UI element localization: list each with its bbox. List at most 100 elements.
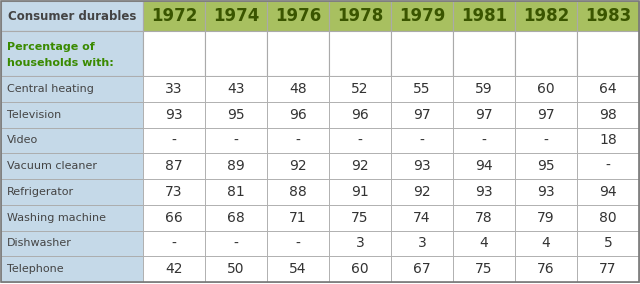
Text: 98: 98 [599, 108, 617, 122]
Bar [515, 231, 577, 256]
Bar [143, 256, 205, 282]
Text: 1983: 1983 [585, 7, 631, 25]
Bar [577, 76, 639, 102]
Text: 88: 88 [289, 185, 307, 199]
Bar [205, 76, 267, 102]
Bar [329, 256, 391, 282]
Text: 1978: 1978 [337, 7, 383, 25]
Text: 91: 91 [351, 185, 369, 199]
Bar [453, 31, 515, 76]
Text: -: - [358, 133, 362, 147]
Bar [515, 128, 577, 153]
Text: 95: 95 [537, 159, 555, 173]
Text: 64: 64 [599, 82, 617, 96]
Bar [577, 31, 639, 76]
Bar [391, 179, 453, 205]
Bar [143, 179, 205, 205]
Text: 73: 73 [165, 185, 183, 199]
Bar [143, 102, 205, 128]
Text: 80: 80 [599, 211, 617, 225]
Bar [205, 128, 267, 153]
Text: 55: 55 [413, 82, 431, 96]
Bar [1, 153, 143, 179]
Bar [267, 1, 329, 31]
Bar [453, 231, 515, 256]
Bar [577, 231, 639, 256]
Bar [1, 231, 143, 256]
Bar [515, 179, 577, 205]
Bar [515, 1, 577, 31]
Bar [1, 1, 143, 31]
Text: 92: 92 [289, 159, 307, 173]
Bar [143, 128, 205, 153]
Text: 4: 4 [541, 236, 550, 250]
Text: 18: 18 [599, 133, 617, 147]
Bar [267, 205, 329, 231]
Text: 93: 93 [165, 108, 183, 122]
Bar [329, 102, 391, 128]
Text: 87: 87 [165, 159, 183, 173]
Bar [515, 256, 577, 282]
Text: Consumer durables: Consumer durables [8, 9, 136, 22]
Text: Dishwasher: Dishwasher [7, 238, 72, 248]
Bar [577, 128, 639, 153]
Text: 79: 79 [537, 211, 555, 225]
Bar [391, 231, 453, 256]
Text: 3: 3 [356, 236, 364, 250]
Text: 76: 76 [537, 262, 555, 276]
Text: 89: 89 [227, 159, 245, 173]
Bar [205, 1, 267, 31]
Bar [391, 76, 453, 102]
Text: 54: 54 [289, 262, 307, 276]
Text: Central heating: Central heating [7, 84, 94, 94]
Bar [1, 31, 143, 76]
Text: Television: Television [7, 110, 61, 120]
Text: 43: 43 [227, 82, 244, 96]
Bar [329, 231, 391, 256]
Bar [329, 31, 391, 76]
Text: -: - [234, 133, 239, 147]
Text: -: - [234, 236, 239, 250]
Bar [577, 102, 639, 128]
Text: 3: 3 [418, 236, 426, 250]
Text: 42: 42 [165, 262, 183, 276]
Text: 94: 94 [475, 159, 493, 173]
Text: 96: 96 [351, 108, 369, 122]
Bar [577, 179, 639, 205]
Bar [515, 205, 577, 231]
Text: 92: 92 [413, 185, 431, 199]
Bar [267, 256, 329, 282]
Bar [267, 102, 329, 128]
Bar [1, 205, 143, 231]
Bar [267, 153, 329, 179]
Text: Video: Video [7, 135, 38, 145]
Bar [577, 153, 639, 179]
Bar [515, 31, 577, 76]
Bar [453, 256, 515, 282]
Bar [205, 31, 267, 76]
Text: Telephone: Telephone [7, 264, 63, 274]
Text: Percentage of: Percentage of [7, 42, 95, 52]
Bar [205, 205, 267, 231]
Bar [391, 256, 453, 282]
Text: 1972: 1972 [151, 7, 197, 25]
Bar [143, 76, 205, 102]
Bar [329, 1, 391, 31]
Bar [267, 128, 329, 153]
Text: -: - [296, 133, 300, 147]
Text: 75: 75 [351, 211, 369, 225]
Text: 66: 66 [165, 211, 183, 225]
Bar [515, 153, 577, 179]
Text: 1974: 1974 [213, 7, 259, 25]
Bar [143, 153, 205, 179]
Bar [391, 205, 453, 231]
Text: -: - [605, 159, 611, 173]
Text: 1976: 1976 [275, 7, 321, 25]
Text: 48: 48 [289, 82, 307, 96]
Bar [267, 231, 329, 256]
Text: 71: 71 [289, 211, 307, 225]
Bar [577, 1, 639, 31]
Text: households with:: households with: [7, 57, 114, 68]
Text: 1982: 1982 [523, 7, 569, 25]
Bar [205, 179, 267, 205]
